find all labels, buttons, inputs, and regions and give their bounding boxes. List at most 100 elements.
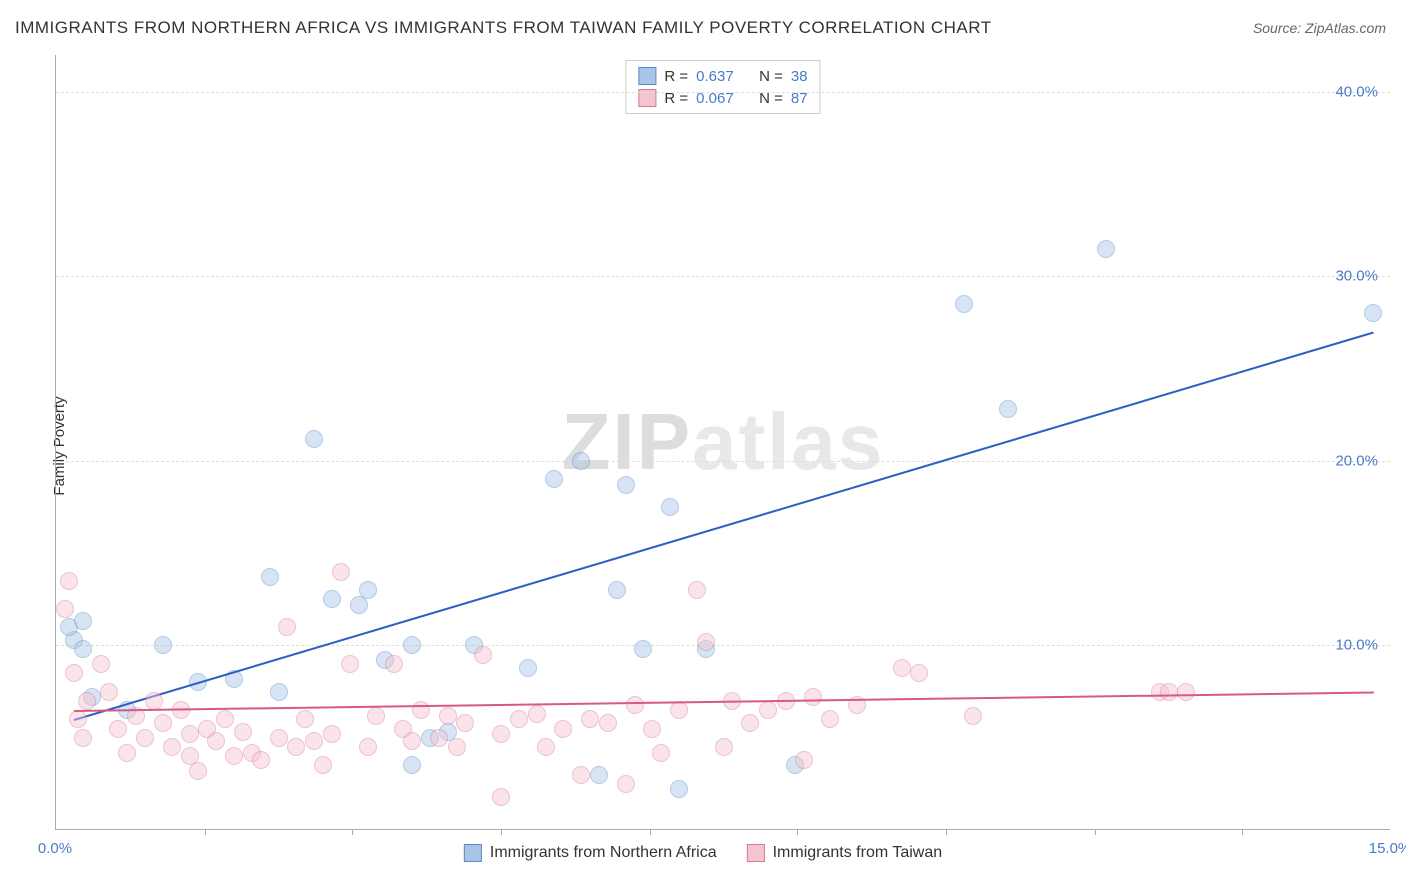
scatter-point bbox=[804, 688, 822, 706]
scatter-point bbox=[474, 646, 492, 664]
scatter-point bbox=[599, 714, 617, 732]
legend-swatch-icon bbox=[464, 844, 482, 862]
gridline-horizontal bbox=[56, 276, 1390, 277]
scatter-point bbox=[296, 710, 314, 728]
scatter-point bbox=[492, 725, 510, 743]
scatter-point bbox=[608, 581, 626, 599]
scatter-point bbox=[332, 563, 350, 581]
scatter-point bbox=[403, 756, 421, 774]
scatter-point bbox=[145, 692, 163, 710]
x-tick-mark bbox=[1095, 829, 1096, 835]
scatter-point bbox=[795, 751, 813, 769]
scatter-point bbox=[964, 707, 982, 725]
scatter-point bbox=[234, 723, 252, 741]
scatter-point bbox=[1097, 240, 1115, 258]
x-tick-mark bbox=[352, 829, 353, 835]
scatter-point bbox=[207, 732, 225, 750]
scatter-point bbox=[65, 664, 83, 682]
gridline-horizontal bbox=[56, 645, 1390, 646]
scatter-point bbox=[225, 747, 243, 765]
x-tick-mark bbox=[797, 829, 798, 835]
x-tick-mark bbox=[205, 829, 206, 835]
scatter-point bbox=[359, 738, 377, 756]
scatter-point bbox=[305, 430, 323, 448]
scatter-point bbox=[430, 729, 448, 747]
scatter-point bbox=[412, 701, 430, 719]
scatter-point bbox=[617, 775, 635, 793]
scatter-point bbox=[554, 720, 572, 738]
scatter-point bbox=[270, 683, 288, 701]
scatter-point bbox=[92, 655, 110, 673]
scatter-point bbox=[323, 590, 341, 608]
scatter-point bbox=[403, 732, 421, 750]
scatter-point bbox=[1364, 304, 1382, 322]
scatter-point bbox=[74, 640, 92, 658]
legend-row-series-2: R = 0.067 N = 87 bbox=[638, 87, 807, 109]
scatter-point bbox=[270, 729, 288, 747]
scatter-point bbox=[261, 568, 279, 586]
scatter-point bbox=[109, 720, 127, 738]
legend-r-value: 0.637 bbox=[696, 68, 751, 85]
scatter-point bbox=[821, 710, 839, 728]
y-tick-label: 10.0% bbox=[1335, 637, 1378, 654]
y-tick-label: 20.0% bbox=[1335, 452, 1378, 469]
scatter-point bbox=[688, 581, 706, 599]
scatter-point bbox=[403, 636, 421, 654]
scatter-point bbox=[252, 751, 270, 769]
scatter-point bbox=[741, 714, 759, 732]
scatter-point bbox=[510, 710, 528, 728]
scatter-point bbox=[136, 729, 154, 747]
legend-n-value: 38 bbox=[791, 68, 808, 85]
scatter-point bbox=[367, 707, 385, 725]
gridline-horizontal bbox=[56, 461, 1390, 462]
scatter-point bbox=[617, 476, 635, 494]
legend-n-label: N = bbox=[759, 68, 783, 85]
scatter-point bbox=[100, 683, 118, 701]
x-tick-mark bbox=[650, 829, 651, 835]
x-tick-mark bbox=[946, 829, 947, 835]
legend-label: Immigrants from Northern Africa bbox=[490, 844, 717, 862]
scatter-point bbox=[60, 572, 78, 590]
scatter-point bbox=[78, 692, 96, 710]
scatter-point bbox=[305, 732, 323, 750]
scatter-point bbox=[492, 788, 510, 806]
scatter-point bbox=[670, 701, 688, 719]
scatter-point bbox=[652, 744, 670, 762]
scatter-point bbox=[439, 707, 457, 725]
gridline-horizontal bbox=[56, 92, 1390, 93]
scatter-point bbox=[572, 452, 590, 470]
legend-swatch-icon bbox=[747, 844, 765, 862]
scatter-point bbox=[163, 738, 181, 756]
scatter-point bbox=[69, 710, 87, 728]
scatter-point bbox=[519, 659, 537, 677]
legend-swatch-icon bbox=[638, 67, 656, 85]
series-legend: Immigrants from Northern Africa Immigran… bbox=[464, 844, 942, 862]
scatter-point bbox=[759, 701, 777, 719]
trend-line bbox=[74, 332, 1374, 721]
scatter-point bbox=[537, 738, 555, 756]
scatter-point bbox=[661, 498, 679, 516]
scatter-point bbox=[181, 725, 199, 743]
scatter-point bbox=[323, 725, 341, 743]
scatter-point bbox=[278, 618, 296, 636]
scatter-point bbox=[1160, 683, 1178, 701]
x-tick-mark bbox=[501, 829, 502, 835]
scatter-point bbox=[528, 705, 546, 723]
scatter-point bbox=[715, 738, 733, 756]
trend-line bbox=[74, 692, 1373, 712]
scatter-point bbox=[359, 581, 377, 599]
legend-label: Immigrants from Taiwan bbox=[773, 844, 943, 862]
legend-item-series-1: Immigrants from Northern Africa bbox=[464, 844, 717, 862]
chart-container: IMMIGRANTS FROM NORTHERN AFRICA VS IMMIG… bbox=[0, 0, 1406, 892]
legend-item-series-2: Immigrants from Taiwan bbox=[747, 844, 943, 862]
plot-area: ZIPatlas R = 0.637 N = 38 R = 0.067 N = … bbox=[55, 55, 1390, 830]
scatter-point bbox=[154, 714, 172, 732]
scatter-point bbox=[189, 762, 207, 780]
legend-r-label: R = bbox=[664, 68, 688, 85]
scatter-point bbox=[314, 756, 332, 774]
legend-row-series-1: R = 0.637 N = 38 bbox=[638, 65, 807, 87]
watermark: ZIPatlas bbox=[562, 396, 885, 488]
x-tick-mark bbox=[1242, 829, 1243, 835]
x-tick-label: 15.0% bbox=[1369, 840, 1406, 857]
scatter-point bbox=[74, 612, 92, 630]
